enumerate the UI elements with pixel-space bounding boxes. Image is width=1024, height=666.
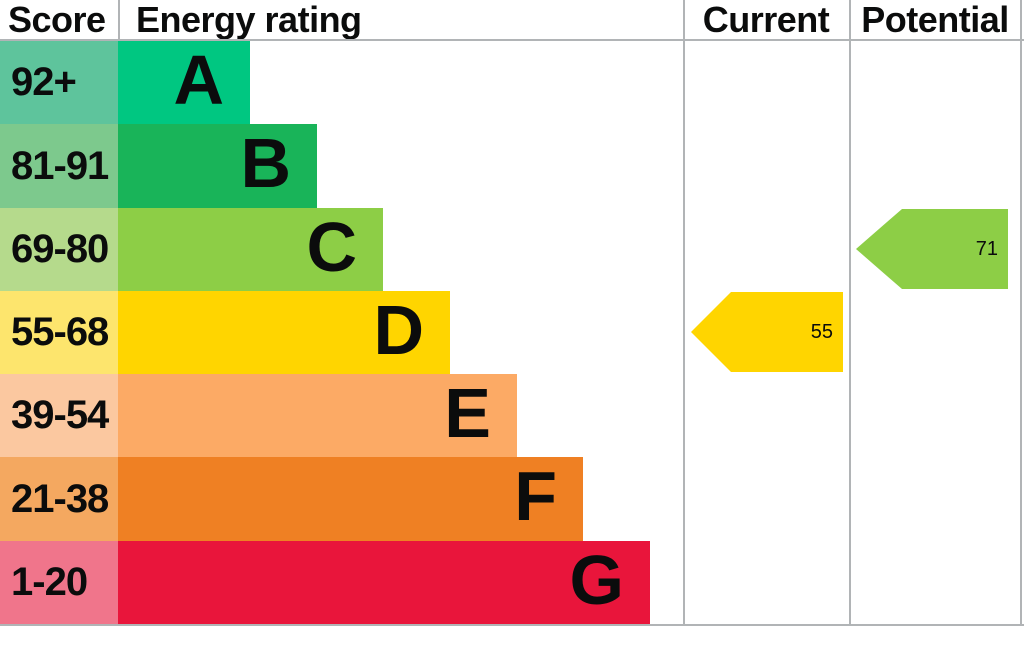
score-column-divider bbox=[118, 0, 120, 39]
band-bar: B bbox=[118, 124, 317, 208]
band-row-c: 69-80 C bbox=[0, 208, 1024, 291]
band-letter: E bbox=[444, 373, 491, 452]
band-row-d: 55-68 D bbox=[0, 291, 1024, 374]
band-score-range: 92+ bbox=[0, 41, 118, 124]
band-letter: B bbox=[240, 124, 291, 203]
chart-bottom-line bbox=[0, 624, 1024, 626]
header-potential: Potential bbox=[861, 0, 1009, 40]
band-letter: F bbox=[514, 457, 557, 536]
band-row-e: 39-54 E bbox=[0, 374, 1024, 457]
band-letter: C bbox=[306, 207, 357, 286]
band-bar: A bbox=[118, 41, 250, 124]
band-bar: D bbox=[118, 291, 450, 374]
band-bar: C bbox=[118, 208, 383, 291]
current-rating-value: 55 bbox=[810, 320, 833, 343]
band-bar: F bbox=[118, 457, 583, 541]
band-letter: G bbox=[569, 540, 624, 619]
band-bar: E bbox=[118, 374, 517, 457]
band-row-f: 21-38 F bbox=[0, 457, 1024, 541]
potential-rating-value: 71 bbox=[975, 237, 998, 260]
band-score-range: 21-38 bbox=[0, 457, 118, 541]
band-score-range: 55-68 bbox=[0, 291, 118, 374]
band-row-b: 81-91 B bbox=[0, 124, 1024, 208]
right-border-line bbox=[1020, 0, 1022, 626]
header-current: Current bbox=[702, 0, 830, 40]
band-score-range: 69-80 bbox=[0, 208, 118, 291]
band-row-a: 92+ A bbox=[0, 41, 1024, 124]
current-column-divider bbox=[683, 0, 685, 626]
header-score: Score bbox=[8, 0, 106, 40]
band-score-range: 81-91 bbox=[0, 124, 118, 208]
header-energy-rating: Energy rating bbox=[136, 0, 362, 40]
band-letter: A bbox=[173, 40, 224, 119]
potential-column-divider bbox=[849, 0, 851, 626]
band-row-g: 1-20 G bbox=[0, 541, 1024, 624]
header-bottom-line bbox=[0, 39, 1024, 41]
band-bar: G bbox=[118, 541, 650, 624]
band-score-range: 39-54 bbox=[0, 374, 118, 457]
band-letter: D bbox=[373, 290, 424, 369]
band-score-range: 1-20 bbox=[0, 541, 118, 624]
